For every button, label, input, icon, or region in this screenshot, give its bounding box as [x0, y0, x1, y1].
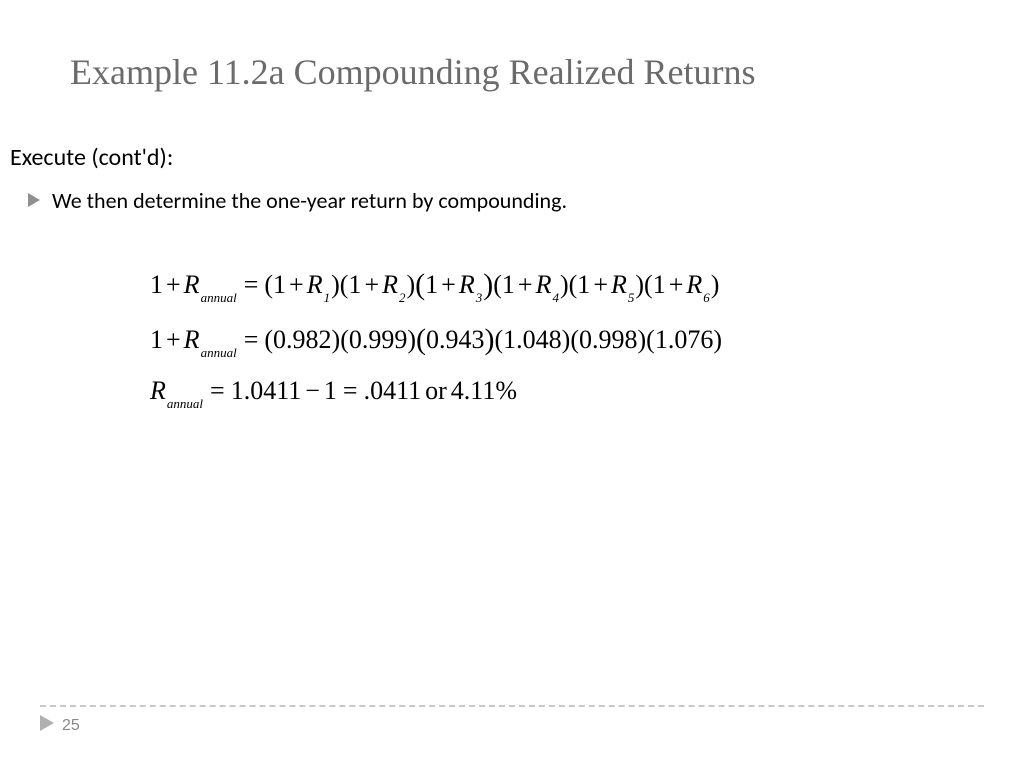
slide: Example 11.2a Compounding Realized Retur…	[0, 0, 1024, 768]
bullet-text: We then determine the one-year return by…	[52, 186, 567, 216]
footer-play-icon	[40, 715, 54, 736]
slide-footer: 25	[0, 705, 1024, 736]
equation-line-2: 1+Rannual=(0.982)(0.999)(0.943)(1.048)(0…	[150, 311, 1024, 367]
play-bullet-icon	[28, 193, 40, 212]
equation-line-3: Rannual=1.0411−1=.0411or4.11%	[150, 367, 1024, 415]
equation-line-1: 1+Rannual=(1+R1)(1+R2)(1+R3)(1+R4)(1+R5)…	[150, 256, 1024, 312]
slide-title: Example 11.2a Compounding Realized Retur…	[0, 50, 1024, 95]
equation-block: 1+Rannual=(1+R1)(1+R2)(1+R3)(1+R4)(1+R5)…	[0, 256, 1024, 415]
bullet-item: We then determine the one-year return by…	[0, 186, 1024, 216]
footer-divider	[40, 705, 984, 707]
page-number: 25	[62, 717, 80, 735]
section-subhead: Execute (cont'd):	[0, 143, 1024, 172]
